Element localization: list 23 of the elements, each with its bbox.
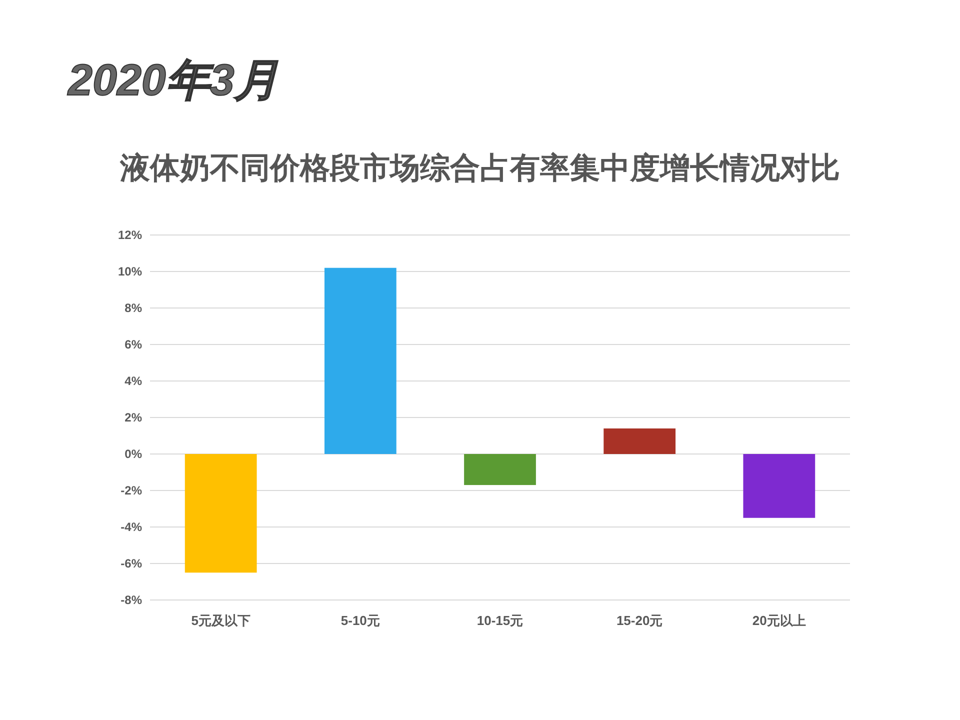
y-tick-label: -4% — [120, 520, 142, 534]
x-tick-label: 20元以上 — [752, 613, 806, 628]
bar — [184, 454, 257, 573]
x-tick-label: 15-20元 — [616, 613, 663, 628]
x-tick-label: 5-10元 — [340, 613, 380, 628]
y-tick-label: -6% — [120, 556, 142, 571]
chart-subtitle: 液体奶不同价格段市场综合占有率集中度增长情况对比 — [119, 151, 840, 186]
y-tick-label: 8% — [124, 301, 142, 316]
chart-title: 2020年3月 — [67, 56, 278, 105]
y-tick-label: -8% — [120, 593, 142, 608]
x-tick-label: 5元及以下 — [191, 613, 250, 628]
y-tick-label: 12% — [118, 228, 142, 242]
y-tick-label: 4% — [124, 374, 142, 388]
y-tick-label: 2% — [124, 410, 142, 425]
bar — [743, 454, 816, 518]
y-tick-label: 6% — [124, 338, 142, 352]
y-tick-label: 0% — [124, 447, 142, 462]
bar — [464, 454, 536, 486]
bar — [604, 428, 676, 454]
y-tick-label: -2% — [120, 484, 142, 498]
x-tick-label: 10-15元 — [476, 613, 524, 628]
y-tick-label: 10% — [118, 264, 142, 279]
bar — [324, 268, 396, 454]
